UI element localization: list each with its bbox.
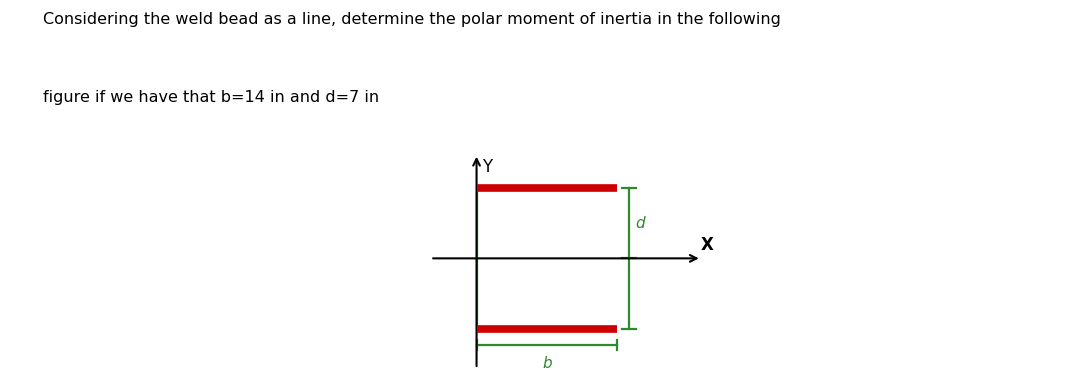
Text: Y: Y: [482, 158, 491, 176]
Text: d: d: [635, 216, 645, 231]
Text: X: X: [701, 237, 714, 254]
Text: Considering the weld bead as a line, determine the polar moment of inertia in th: Considering the weld bead as a line, det…: [43, 12, 781, 28]
Text: figure if we have that b=14 in and d=7 in: figure if we have that b=14 in and d=7 i…: [43, 90, 379, 105]
Text: b: b: [542, 356, 552, 371]
